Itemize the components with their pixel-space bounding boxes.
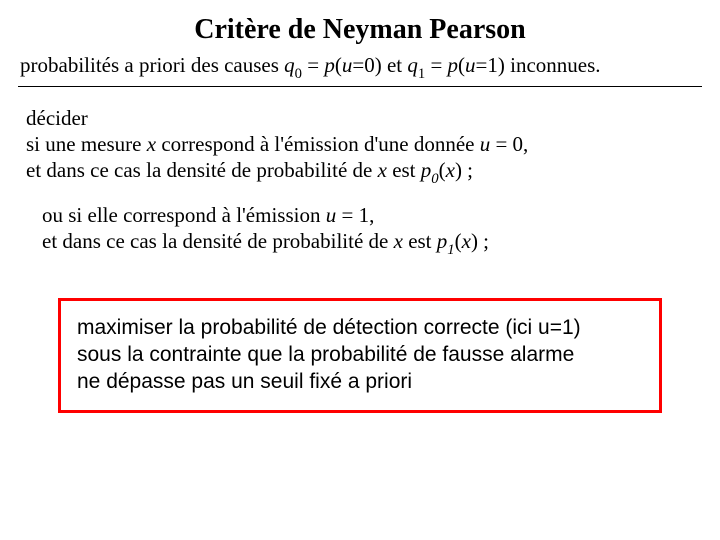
var-q1: q bbox=[407, 53, 418, 77]
var-u-2: u bbox=[465, 53, 476, 77]
eq-sep-2: = bbox=[425, 53, 447, 77]
p2-l1a: ou si elle correspond à l'émission bbox=[42, 203, 326, 227]
box-line2: sous la contrainte que la probabilité de… bbox=[77, 343, 574, 366]
slide: Critère de Neyman Pearson probabilités a… bbox=[0, 0, 720, 540]
p1-l3d: ) ; bbox=[455, 158, 473, 182]
var-x-1: x bbox=[147, 132, 156, 156]
var-p1-sub: 1 bbox=[447, 242, 454, 258]
var-q0-sub: 0 bbox=[295, 66, 302, 82]
paren-open-1: ( bbox=[335, 53, 342, 77]
var-x-5: x bbox=[462, 229, 471, 253]
p1-l3b: est bbox=[387, 158, 421, 182]
p1-l2c: = 0, bbox=[490, 132, 528, 156]
var-p0: p bbox=[421, 158, 432, 182]
p2-l2a: et dans ce cas la densité de probabilité… bbox=[42, 229, 394, 253]
box-line3: ne dépasse pas un seuil fixé a priori bbox=[77, 370, 412, 393]
var-x-4: x bbox=[394, 229, 403, 253]
var-q0: q bbox=[284, 53, 295, 77]
p2-l1b: = 1, bbox=[336, 203, 374, 227]
var-x-3: x bbox=[446, 158, 455, 182]
var-u-1: u bbox=[342, 53, 353, 77]
p2-l2b: est bbox=[403, 229, 437, 253]
p1-line1: décider bbox=[26, 106, 88, 130]
paren-open-2: ( bbox=[458, 53, 465, 77]
paragraph-2: ou si elle correspond à l'émission u = 1… bbox=[18, 202, 702, 259]
p1-l2b: correspond à l'émission d'une donnée bbox=[156, 132, 480, 156]
highlight-box: maximiser la probabilité de détection co… bbox=[58, 298, 662, 413]
p1-l2a: si une mesure bbox=[26, 132, 147, 156]
paragraph-1: décider si une mesure x correspond à l'é… bbox=[18, 99, 702, 188]
var-p1: p bbox=[437, 229, 448, 253]
p1-l3c: ( bbox=[439, 158, 446, 182]
page-title: Critère de Neyman Pearson bbox=[18, 14, 702, 46]
eq-sep-1: = bbox=[302, 53, 324, 77]
var-x-2: x bbox=[378, 158, 387, 182]
box-line1: maximiser la probabilité de détection co… bbox=[77, 316, 581, 339]
subtitle-line: probabilités a priori des causes q0 = p(… bbox=[18, 52, 702, 87]
var-u-3: u bbox=[480, 132, 491, 156]
subtitle-text-3: inconnues. bbox=[505, 53, 601, 77]
subtitle-text-2: et bbox=[382, 53, 408, 77]
p2-l2c: ( bbox=[455, 229, 462, 253]
var-p0-sub: 0 bbox=[431, 171, 438, 187]
var-u-4: u bbox=[326, 203, 337, 227]
subtitle-text-1: probabilités a priori des causes bbox=[20, 53, 284, 77]
var-p-1: p bbox=[324, 53, 335, 77]
var-q1-sub: 1 bbox=[418, 66, 425, 82]
paren-close-2: =1) bbox=[476, 53, 505, 77]
p2-l2d: ) ; bbox=[471, 229, 489, 253]
paren-close-1: =0) bbox=[352, 53, 381, 77]
p1-l3a: et dans ce cas la densité de probabilité… bbox=[26, 158, 378, 182]
var-p-2: p bbox=[448, 53, 459, 77]
